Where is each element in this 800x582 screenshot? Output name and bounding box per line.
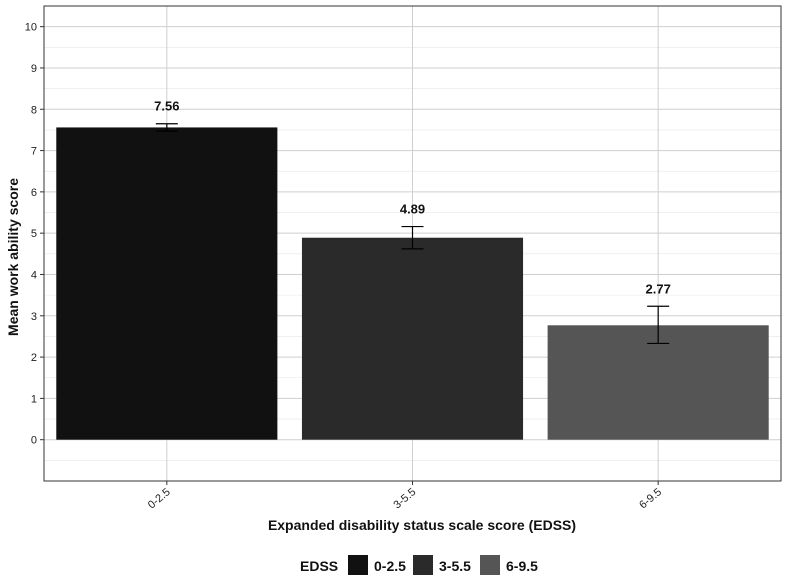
legend-item-6-9.5: 6-9.5 xyxy=(480,555,538,575)
bar-0-2.5 xyxy=(56,127,278,440)
data-label-6-9.5: 2.77 xyxy=(646,281,671,296)
legend-item-3-5.5: 3-5.5 xyxy=(413,555,471,575)
error-bar-0-2.5 xyxy=(155,123,178,132)
y-tick-label: 3 xyxy=(31,311,37,323)
error-bar-6-9.5 xyxy=(647,305,670,345)
y-tick-label: 0 xyxy=(31,435,37,447)
y-tick-label: 5 xyxy=(31,228,37,240)
error-bars xyxy=(155,123,670,345)
y-tick-label: 7 xyxy=(31,146,37,158)
legend-label: 3-5.5 xyxy=(439,558,471,574)
y-tick-label: 9 xyxy=(31,63,37,75)
y-axis-title: Mean work ability score xyxy=(5,178,21,336)
legend-key xyxy=(413,555,433,575)
y-tick-label: 1 xyxy=(31,393,37,405)
data-label-3-5.5: 4.89 xyxy=(400,202,425,217)
legend-key xyxy=(480,555,500,575)
y-tick-label: 8 xyxy=(31,104,37,116)
legend-item-0-2.5: 0-2.5 xyxy=(348,555,406,575)
legend-label: 6-9.5 xyxy=(506,558,538,574)
legend-key xyxy=(348,555,368,575)
x-tick-label: 0-2.5 xyxy=(146,486,173,511)
legend-label: 0-2.5 xyxy=(374,558,406,574)
bars xyxy=(56,127,769,440)
x-axis-title: Expanded disability status scale score (… xyxy=(268,517,576,533)
y-axis-ticks: 0 1 2 3 4 5 6 7 8 9 10 xyxy=(25,22,44,447)
y-tick-label: 2 xyxy=(31,352,37,364)
legend: EDSS 0-2.5 3-5.5 6-9.5 xyxy=(300,555,538,575)
error-bar-3-5.5 xyxy=(401,225,424,250)
legend-title: EDSS xyxy=(300,558,338,574)
data-labels: 7.56 4.89 2.77 xyxy=(154,99,671,297)
x-axis-ticks: 0-2.5 3-5.5 6-9.5 xyxy=(146,481,664,511)
x-tick-label: 6-9.5 xyxy=(637,486,664,511)
bar-6-9.5 xyxy=(547,325,769,440)
x-tick-label: 3-5.5 xyxy=(392,486,419,511)
y-tick-label: 4 xyxy=(31,269,37,281)
y-tick-label: 10 xyxy=(25,22,37,34)
data-label-0-2.5: 7.56 xyxy=(154,99,179,114)
y-tick-label: 6 xyxy=(31,187,37,199)
bar-3-5.5 xyxy=(301,237,524,440)
